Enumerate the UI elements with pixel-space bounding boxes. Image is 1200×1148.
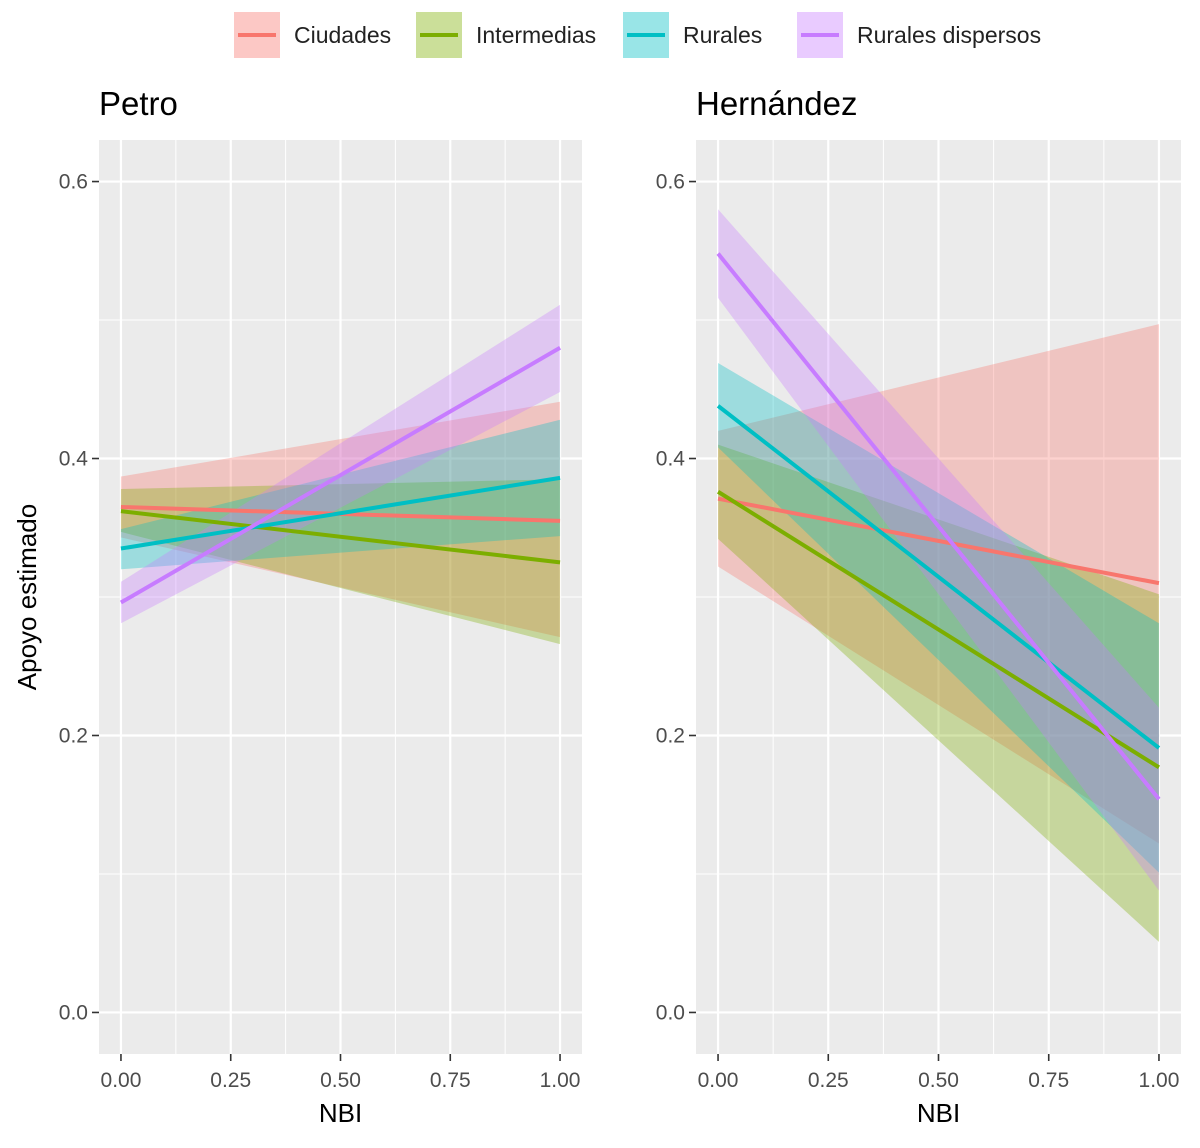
- series-line-rurales: [120, 475, 561, 551]
- x-axis-title: NBI: [319, 1098, 362, 1128]
- x-tick-label: 0.50: [320, 1069, 361, 1092]
- x-tick-label: 0.75: [430, 1069, 471, 1092]
- x-tick-label: 0.00: [698, 1069, 739, 1092]
- x-tick-label: 1.00: [1139, 1069, 1180, 1092]
- y-axis-title: Apoyo estimado: [12, 504, 42, 690]
- y-tick-label: 0.6: [59, 171, 88, 194]
- confidence-bands: [120, 304, 561, 645]
- legend-item-intermedias: Intermedias: [416, 12, 596, 58]
- series-line-intermedias: [120, 509, 561, 565]
- confidence-bands: [718, 209, 1159, 942]
- legend-label: Rurales dispersos: [857, 22, 1041, 48]
- confidence-band-ciudades: [718, 324, 1159, 844]
- x-tick-label: 0.75: [1028, 1069, 1069, 1092]
- x-tick-label: 0.50: [918, 1069, 959, 1092]
- y-tick-label: 0.0: [656, 1001, 685, 1024]
- series-lines: [119, 345, 562, 605]
- gridlines: [99, 140, 582, 1054]
- legend-item-rurales: Rurales: [623, 12, 762, 58]
- panel-title: Petro: [99, 85, 178, 122]
- x-tick-label: 0.00: [101, 1069, 142, 1092]
- y-tick-label: 0.4: [656, 448, 686, 471]
- legend-item-ciudades: Ciudades: [234, 12, 391, 58]
- series-line-ciudades: [717, 496, 1160, 586]
- confidence-band-rurales-dispersos: [120, 304, 561, 624]
- series-line-intermedias: [716, 490, 1161, 770]
- confidence-band-rurales-dispersos: [718, 209, 1159, 891]
- confidence-band-intermedias: [120, 479, 561, 645]
- legend: Ciudades Intermedias Rurales Rurales disper…: [234, 12, 1041, 58]
- series-line-rurales: [716, 404, 1161, 750]
- y-tick-label: 0.0: [59, 1001, 88, 1024]
- confidence-band-intermedias: [718, 444, 1159, 942]
- y-tick-label: 0.2: [656, 724, 685, 747]
- y-axis: 0.0 0.2 0.4 0.6: [656, 171, 696, 1024]
- panel-petro: Petro 0.0 0.2 0.4 0.6 0.00 0.25 0.50 0.75 1.00 NBI: [59, 85, 582, 1128]
- panel-hernandez: Hernández 0.0 0.2 0.4 0.6 0.00 0.25 0.50 0.75 1.0…: [656, 85, 1181, 1128]
- x-tick-label: 0.25: [808, 1069, 849, 1092]
- x-tick-label: 1.00: [540, 1069, 581, 1092]
- series-line-rurales-dispersos: [119, 345, 562, 605]
- legend-item-rurales-dispersos: Rurales dispersos: [797, 12, 1041, 58]
- x-axis: 0.00 0.25 0.50 0.75 1.00: [101, 1054, 581, 1092]
- y-axis: 0.0 0.2 0.4 0.6: [59, 171, 99, 1024]
- y-tick-label: 0.4: [59, 448, 89, 471]
- y-tick-label: 0.2: [59, 724, 88, 747]
- series-line-rurales-dispersos: [716, 252, 1161, 801]
- confidence-band-ciudades: [120, 401, 561, 638]
- y-tick-label: 0.6: [656, 171, 685, 194]
- legend-label: Rurales: [683, 22, 762, 48]
- gridlines: [696, 140, 1181, 1054]
- series-lines: [716, 252, 1161, 801]
- legend-label: Ciudades: [294, 22, 391, 48]
- x-tick-label: 0.25: [210, 1069, 251, 1092]
- x-axis-title: NBI: [917, 1098, 960, 1128]
- panel-title: Hernández: [696, 85, 857, 122]
- legend-label: Intermedias: [476, 22, 596, 48]
- x-axis: 0.00 0.25 0.50 0.75 1.00: [698, 1054, 1180, 1092]
